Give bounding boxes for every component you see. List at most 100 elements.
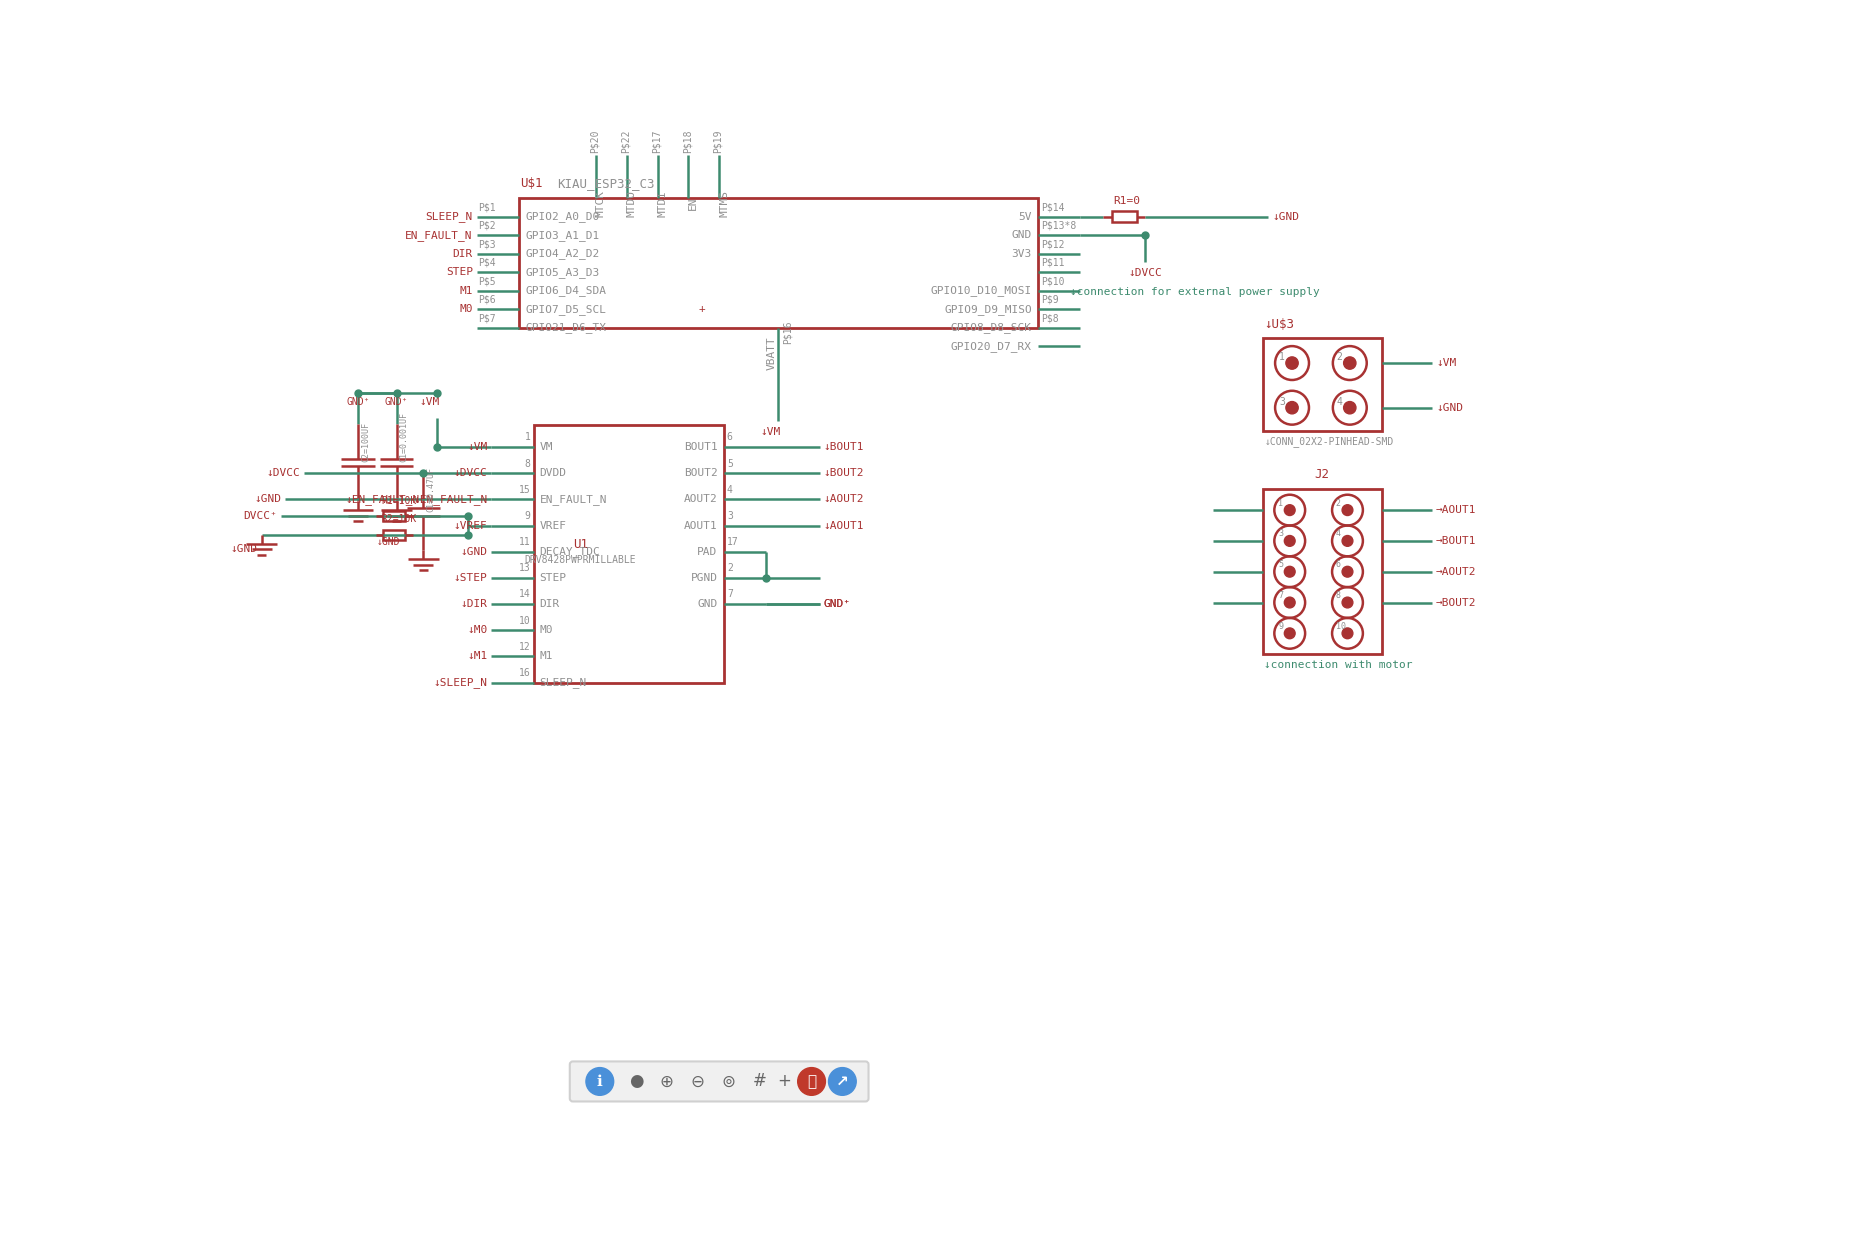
Text: ↓BOUT1: ↓BOUT1 (824, 442, 865, 452)
Text: GPIO9_D9_MISO: GPIO9_D9_MISO (943, 303, 1031, 314)
Text: ↓VM: ↓VM (1436, 358, 1456, 368)
Text: U$1: U$1 (520, 177, 543, 190)
Text: ●: ● (629, 1072, 644, 1091)
Text: 2: 2 (1337, 498, 1340, 508)
Text: 10: 10 (1337, 622, 1346, 630)
Text: ➖: ➖ (807, 1075, 816, 1090)
Text: P$8: P$8 (1041, 313, 1060, 323)
Text: 6: 6 (1337, 560, 1340, 569)
Text: GPIO6_D4_SDA: GPIO6_D4_SDA (526, 286, 607, 296)
Text: ↓GND: ↓GND (461, 547, 487, 557)
Text: P$17: P$17 (651, 130, 661, 152)
Text: C1=0.47UF: C1=0.47UF (427, 467, 436, 512)
Text: U1: U1 (573, 538, 588, 552)
Text: ↗: ↗ (837, 1075, 848, 1090)
Text: ↓DVCC: ↓DVCC (453, 468, 487, 478)
Circle shape (586, 1067, 614, 1096)
Text: GPIO4_A2_D2: GPIO4_A2_D2 (526, 248, 599, 260)
Text: ↓SLEEP_N: ↓SLEEP_N (434, 678, 487, 688)
Text: ↓CONN_02X2-PINHEAD-SMD: ↓CONN_02X2-PINHEAD-SMD (1264, 436, 1393, 447)
Text: BOUT1: BOUT1 (683, 442, 717, 452)
Text: ↓BOUT2: ↓BOUT2 (824, 468, 865, 478)
Text: STEP: STEP (539, 573, 567, 583)
Bar (1112, 211, 1136, 222)
Text: P$9: P$9 (1041, 295, 1060, 305)
Text: P$4: P$4 (477, 257, 496, 267)
Bar (1264, 338, 1382, 431)
Circle shape (1286, 357, 1297, 369)
Text: ⊚: ⊚ (721, 1072, 736, 1091)
Text: DIR: DIR (539, 599, 560, 609)
Text: DECAY_TDC: DECAY_TDC (539, 547, 601, 557)
Text: AOUT1: AOUT1 (683, 520, 717, 530)
Text: ↓GND: ↓GND (1271, 212, 1299, 222)
Text: 8: 8 (524, 458, 530, 468)
Text: GND⁺: GND⁺ (386, 397, 408, 407)
Text: GPIO5_A3_D3: GPIO5_A3_D3 (526, 267, 599, 277)
Text: →BOUT1: →BOUT1 (1436, 535, 1477, 545)
Text: ↓VREF: ↓VREF (453, 520, 487, 530)
Text: ↓M0: ↓M0 (468, 625, 487, 635)
Text: 1: 1 (524, 432, 530, 442)
Text: MTMS: MTMS (719, 190, 730, 217)
Text: P$16: P$16 (782, 321, 792, 343)
Text: GPIO20_D7_RX: GPIO20_D7_RX (951, 341, 1031, 352)
Text: ↓GND: ↓GND (255, 494, 281, 504)
Text: 4: 4 (726, 484, 732, 494)
Text: M0: M0 (459, 305, 474, 314)
Text: P$2: P$2 (477, 221, 496, 231)
Text: MTDI: MTDI (657, 190, 668, 217)
Text: →BOUT2: →BOUT2 (1436, 598, 1477, 608)
Text: VREF: VREF (539, 520, 567, 530)
Text: P$22: P$22 (622, 130, 631, 152)
Text: ↓VM: ↓VM (760, 427, 781, 437)
Text: GPIO3_A1_D1: GPIO3_A1_D1 (526, 230, 599, 241)
Circle shape (829, 1067, 856, 1096)
Text: DVDD: DVDD (539, 468, 567, 478)
Text: M1: M1 (459, 286, 474, 296)
Text: ↓AOUT2: ↓AOUT2 (824, 494, 865, 504)
Text: VM: VM (539, 442, 554, 452)
Text: ↓U$3: ↓U$3 (1264, 318, 1294, 331)
Text: DVCC⁺: DVCC⁺ (243, 512, 277, 522)
Bar (384, 512, 406, 522)
Text: 12: 12 (519, 641, 530, 651)
Text: 11: 11 (519, 537, 530, 547)
Text: VBATT: VBATT (768, 336, 777, 369)
Circle shape (1286, 402, 1297, 414)
Text: 6: 6 (726, 432, 732, 442)
Text: P$1: P$1 (477, 202, 496, 212)
Circle shape (1284, 567, 1295, 577)
Text: PAD: PAD (698, 547, 717, 557)
Text: 5: 5 (1279, 560, 1282, 569)
Text: P$18: P$18 (681, 130, 693, 152)
Circle shape (1342, 567, 1353, 577)
Text: P$20: P$20 (590, 130, 599, 152)
Text: 1: 1 (1279, 498, 1282, 508)
Text: P$11: P$11 (1041, 257, 1065, 267)
FancyBboxPatch shape (569, 1062, 869, 1102)
Text: →AOUT2: →AOUT2 (1436, 567, 1477, 577)
Bar (384, 530, 406, 539)
Text: 5: 5 (726, 458, 732, 468)
Text: ⊖: ⊖ (691, 1072, 704, 1091)
Text: 14: 14 (519, 589, 530, 599)
Text: MTCK: MTCK (595, 190, 607, 217)
Text: R1=0: R1=0 (1114, 196, 1140, 206)
Text: ↓GND: ↓GND (230, 544, 258, 554)
Text: 3: 3 (726, 510, 732, 520)
Text: 4: 4 (1337, 529, 1340, 538)
Text: DRV8428PWPRMILLABLE: DRV8428PWPRMILLABLE (524, 555, 636, 565)
Text: C2=100UF: C2=100UF (361, 422, 371, 462)
Text: GPIO21_D6_TX: GPIO21_D6_TX (526, 322, 607, 333)
Text: AOUT2: AOUT2 (683, 494, 717, 504)
Text: 8: 8 (1337, 592, 1340, 600)
Circle shape (1284, 597, 1295, 608)
Circle shape (1284, 504, 1295, 515)
Text: GPIO2_A0_D0: GPIO2_A0_D0 (526, 211, 599, 222)
Text: 5V: 5V (1018, 212, 1031, 222)
Text: ↓GND: ↓GND (376, 538, 401, 548)
Text: P$19: P$19 (713, 130, 723, 152)
Text: ↓GND: ↓GND (1436, 403, 1464, 413)
Text: #: # (753, 1072, 766, 1091)
